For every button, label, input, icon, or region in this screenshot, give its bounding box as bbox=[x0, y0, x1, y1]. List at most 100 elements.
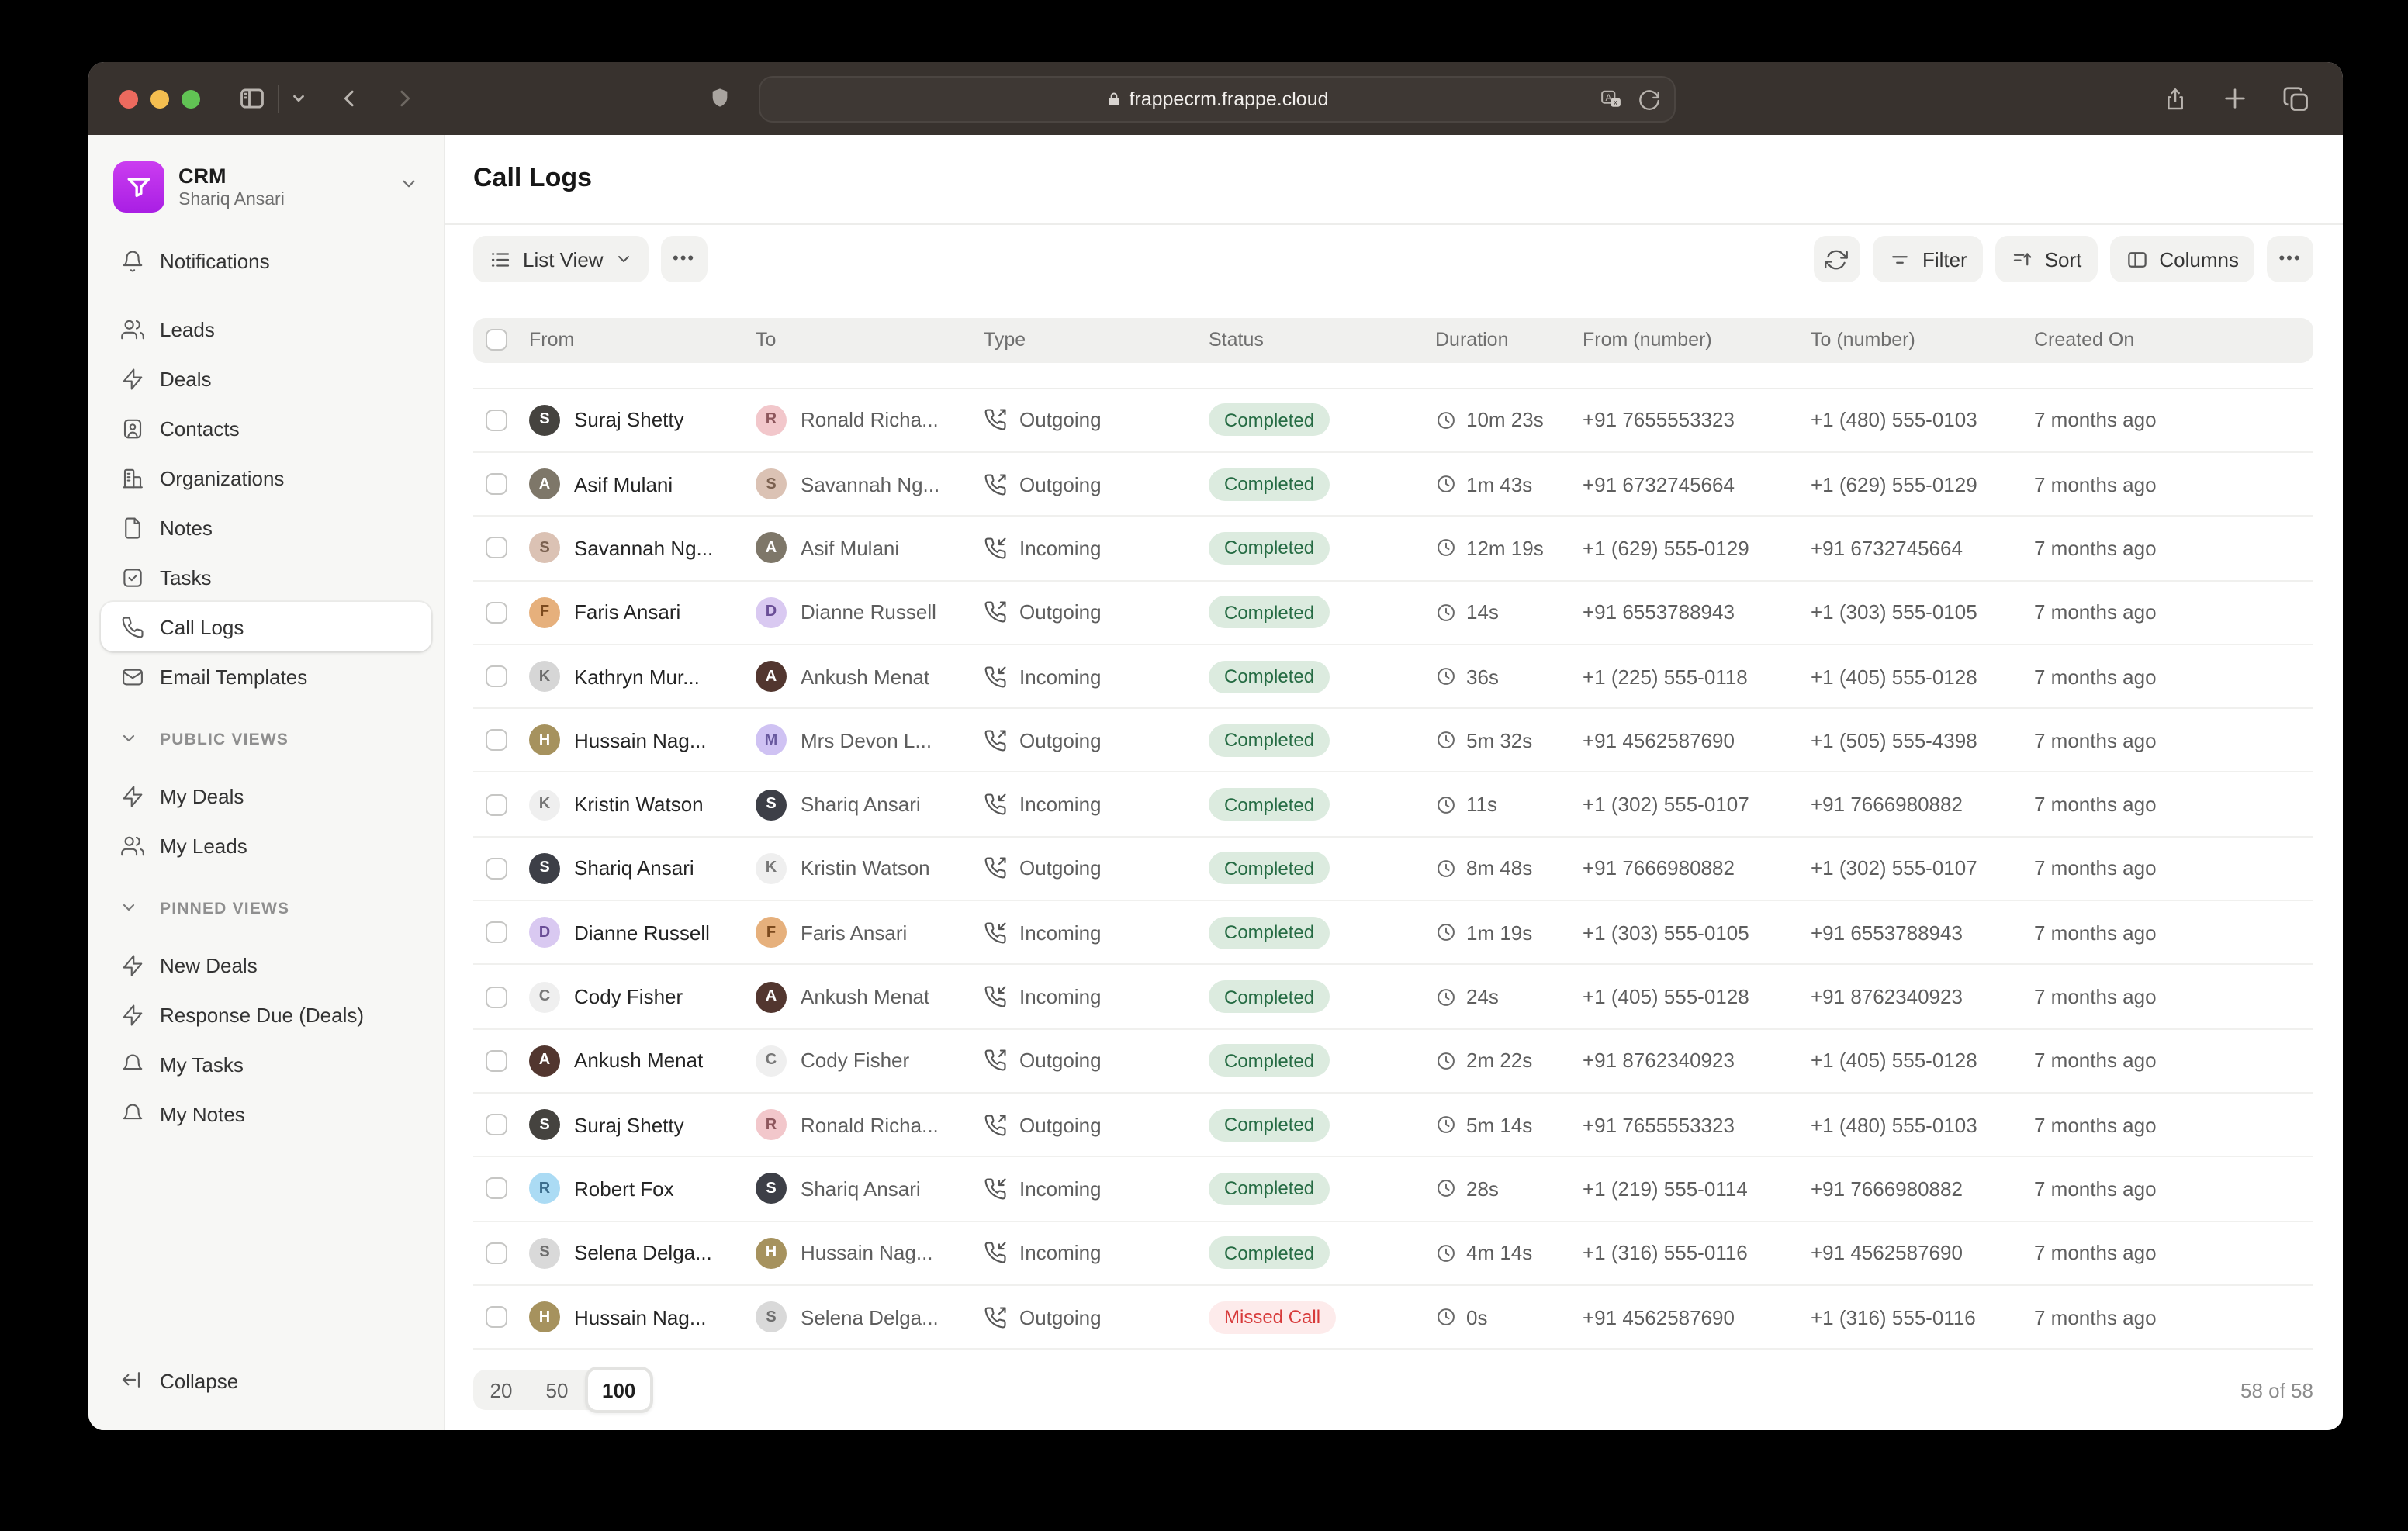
tab-overview-icon[interactable] bbox=[2282, 85, 2310, 112]
table-row[interactable]: F Faris Ansari D Dianne Russell Outgoing… bbox=[473, 581, 2313, 645]
from-number: +91 7655553323 bbox=[1583, 408, 1735, 432]
share-icon[interactable] bbox=[2163, 85, 2188, 112]
to-avatar: A bbox=[756, 532, 787, 564]
view-more-button[interactable]: ••• bbox=[660, 236, 708, 283]
maximize-window-button[interactable] bbox=[182, 89, 200, 108]
sidebar-item-leads[interactable]: Leads bbox=[101, 304, 431, 354]
section-public-views[interactable]: PUBLIC VIEWS bbox=[101, 721, 431, 759]
sidebar-item-notifications[interactable]: Notifications bbox=[101, 236, 431, 285]
sidebar-item-new-deals[interactable]: New Deals bbox=[101, 940, 431, 990]
outgoing-call-icon bbox=[984, 1306, 1006, 1328]
sidebar-item-my-leads[interactable]: My Leads bbox=[101, 821, 431, 870]
sidebar-item-label: New Deals bbox=[160, 953, 258, 976]
from-name: Suraj Shetty bbox=[574, 1113, 684, 1137]
column-header-from-number: From (number) bbox=[1583, 329, 1712, 351]
section-pinned-views[interactable]: PINNED VIEWS bbox=[101, 890, 431, 928]
table-row[interactable]: S Selena Delga... H Hussain Nag... Incom… bbox=[473, 1222, 2313, 1286]
table-row[interactable]: K Kathryn Mur... A Ankush Menat Incoming… bbox=[473, 645, 2313, 710]
filter-button[interactable]: Filter bbox=[1872, 236, 1983, 283]
table-row[interactable]: S Suraj Shetty R Ronald Richa... Outgoin… bbox=[473, 1094, 2313, 1158]
table-row[interactable]: A Ankush Menat C Cody Fisher Outgoing Co… bbox=[473, 1029, 2313, 1094]
view-switcher-button[interactable]: List View bbox=[473, 236, 649, 283]
new-tab-icon[interactable] bbox=[2222, 85, 2248, 112]
table-row[interactable]: H Hussain Nag... S Selena Delga... Outgo… bbox=[473, 1286, 2313, 1350]
back-button[interactable] bbox=[338, 87, 362, 110]
sidebar-item-notes[interactable]: Notes bbox=[101, 503, 431, 552]
forward-button[interactable] bbox=[393, 87, 416, 110]
outgoing-call-icon bbox=[984, 1050, 1006, 1072]
from-name: Kristin Watson bbox=[574, 793, 704, 817]
page-size-100[interactable]: 100 bbox=[585, 1367, 653, 1414]
call-type: Incoming bbox=[984, 537, 1209, 560]
sidebar-item-deals[interactable]: Deals bbox=[101, 354, 431, 403]
reload-icon[interactable] bbox=[1638, 89, 1660, 111]
row-checkbox[interactable] bbox=[486, 601, 507, 624]
row-checkbox[interactable] bbox=[486, 473, 507, 496]
column-header-from: From bbox=[529, 329, 575, 351]
row-checkbox[interactable] bbox=[486, 1049, 507, 1072]
table-row[interactable]: K Kristin Watson S Shariq Ansari Incomin… bbox=[473, 773, 2313, 838]
row-checkbox[interactable] bbox=[486, 857, 507, 880]
created-on: 7 months ago bbox=[2034, 1177, 2157, 1201]
sidebar-item-email-templates[interactable]: Email Templates bbox=[101, 651, 431, 701]
row-checkbox[interactable] bbox=[486, 729, 507, 752]
row-checkbox[interactable] bbox=[486, 665, 507, 688]
row-checkbox[interactable] bbox=[486, 986, 507, 1008]
sidebar-item-my-tasks[interactable]: My Tasks bbox=[101, 1039, 431, 1089]
table-row[interactable]: S Savannah Ng... A Asif Mulani Incoming … bbox=[473, 517, 2313, 582]
incoming-call-icon bbox=[984, 793, 1006, 815]
row-checkbox[interactable] bbox=[486, 537, 507, 559]
row-checkbox[interactable] bbox=[486, 409, 507, 431]
from-number: +91 8762340923 bbox=[1583, 1049, 1735, 1073]
to-name: Asif Mulani bbox=[801, 536, 900, 560]
close-window-button[interactable] bbox=[119, 89, 138, 108]
refresh-button[interactable] bbox=[1813, 236, 1860, 283]
contact-card-icon bbox=[119, 416, 144, 441]
columns-button[interactable]: Columns bbox=[2109, 236, 2254, 283]
from-number: +91 7666980882 bbox=[1583, 856, 1735, 880]
workspace-switcher[interactable]: CRM Shariq Ansari bbox=[101, 155, 431, 219]
table-row[interactable]: S Shariq Ansari K Kristin Watson Outgoin… bbox=[473, 838, 2313, 902]
sidebar-item-my-notes[interactable]: My Notes bbox=[101, 1089, 431, 1139]
row-checkbox[interactable] bbox=[486, 1306, 507, 1328]
privacy-shield-icon[interactable] bbox=[709, 84, 731, 119]
to-name: Ankush Menat bbox=[801, 985, 930, 1009]
row-checkbox[interactable] bbox=[486, 793, 507, 816]
to-name: Selena Delga... bbox=[801, 1305, 939, 1329]
row-checkbox[interactable] bbox=[486, 921, 507, 944]
sidebar-chevron-down-icon[interactable] bbox=[290, 90, 307, 107]
duration-value: 10m 23s bbox=[1466, 408, 1544, 432]
page-size-20[interactable]: 20 bbox=[490, 1378, 513, 1402]
to-avatar: F bbox=[756, 917, 787, 949]
table-row[interactable]: R Robert Fox S Shariq Ansari Incoming Co… bbox=[473, 1158, 2313, 1222]
table-row[interactable]: S Suraj Shetty R Ronald Richa... Outgoin… bbox=[473, 389, 2313, 453]
translate-icon[interactable]: A x bbox=[1598, 88, 1624, 112]
table-row[interactable]: A Asif Mulani S Savannah Ng... Outgoing … bbox=[473, 453, 2313, 517]
outgoing-call-icon bbox=[984, 730, 1006, 752]
row-checkbox[interactable] bbox=[486, 1242, 507, 1264]
table-row[interactable]: H Hussain Nag... M Mrs Devon L... Outgoi… bbox=[473, 709, 2313, 773]
row-checkbox[interactable] bbox=[486, 1114, 507, 1136]
columns-label: Columns bbox=[2159, 247, 2239, 271]
from-avatar: S bbox=[529, 1109, 560, 1141]
sidebar-item-organizations[interactable]: Organizations bbox=[101, 453, 431, 503]
more-options-button[interactable]: ••• bbox=[2267, 236, 2313, 283]
sidebar-item-contacts[interactable]: Contacts bbox=[101, 403, 431, 453]
incoming-call-icon bbox=[984, 986, 1006, 1007]
sidebar-item-call-logs[interactable]: Call Logs bbox=[101, 602, 431, 651]
browser-titlebar: frappecrm.frappe.cloud A x bbox=[88, 62, 2343, 135]
page-size-50[interactable]: 50 bbox=[545, 1378, 569, 1402]
sidebar-item-my-deals[interactable]: My Deals bbox=[101, 771, 431, 821]
page-title: Call Logs bbox=[473, 163, 593, 193]
table-row[interactable]: C Cody Fisher A Ankush Menat Incoming Co… bbox=[473, 966, 2313, 1030]
table-row[interactable]: D Dianne Russell F Faris Ansari Incoming… bbox=[473, 901, 2313, 966]
sidebar-toggle-icon[interactable] bbox=[237, 84, 267, 113]
address-bar[interactable]: frappecrm.frappe.cloud A x bbox=[759, 75, 1676, 122]
sidebar-item-tasks[interactable]: Tasks bbox=[101, 552, 431, 602]
sidebar-item-response-due-deals[interactable]: Response Due (Deals) bbox=[101, 990, 431, 1039]
select-all-checkbox[interactable] bbox=[486, 329, 507, 351]
collapse-sidebar-button[interactable]: Collapse bbox=[101, 1356, 431, 1405]
sort-button[interactable]: Sort bbox=[1995, 236, 2098, 283]
row-checkbox[interactable] bbox=[486, 1177, 507, 1200]
minimize-window-button[interactable] bbox=[150, 89, 169, 108]
